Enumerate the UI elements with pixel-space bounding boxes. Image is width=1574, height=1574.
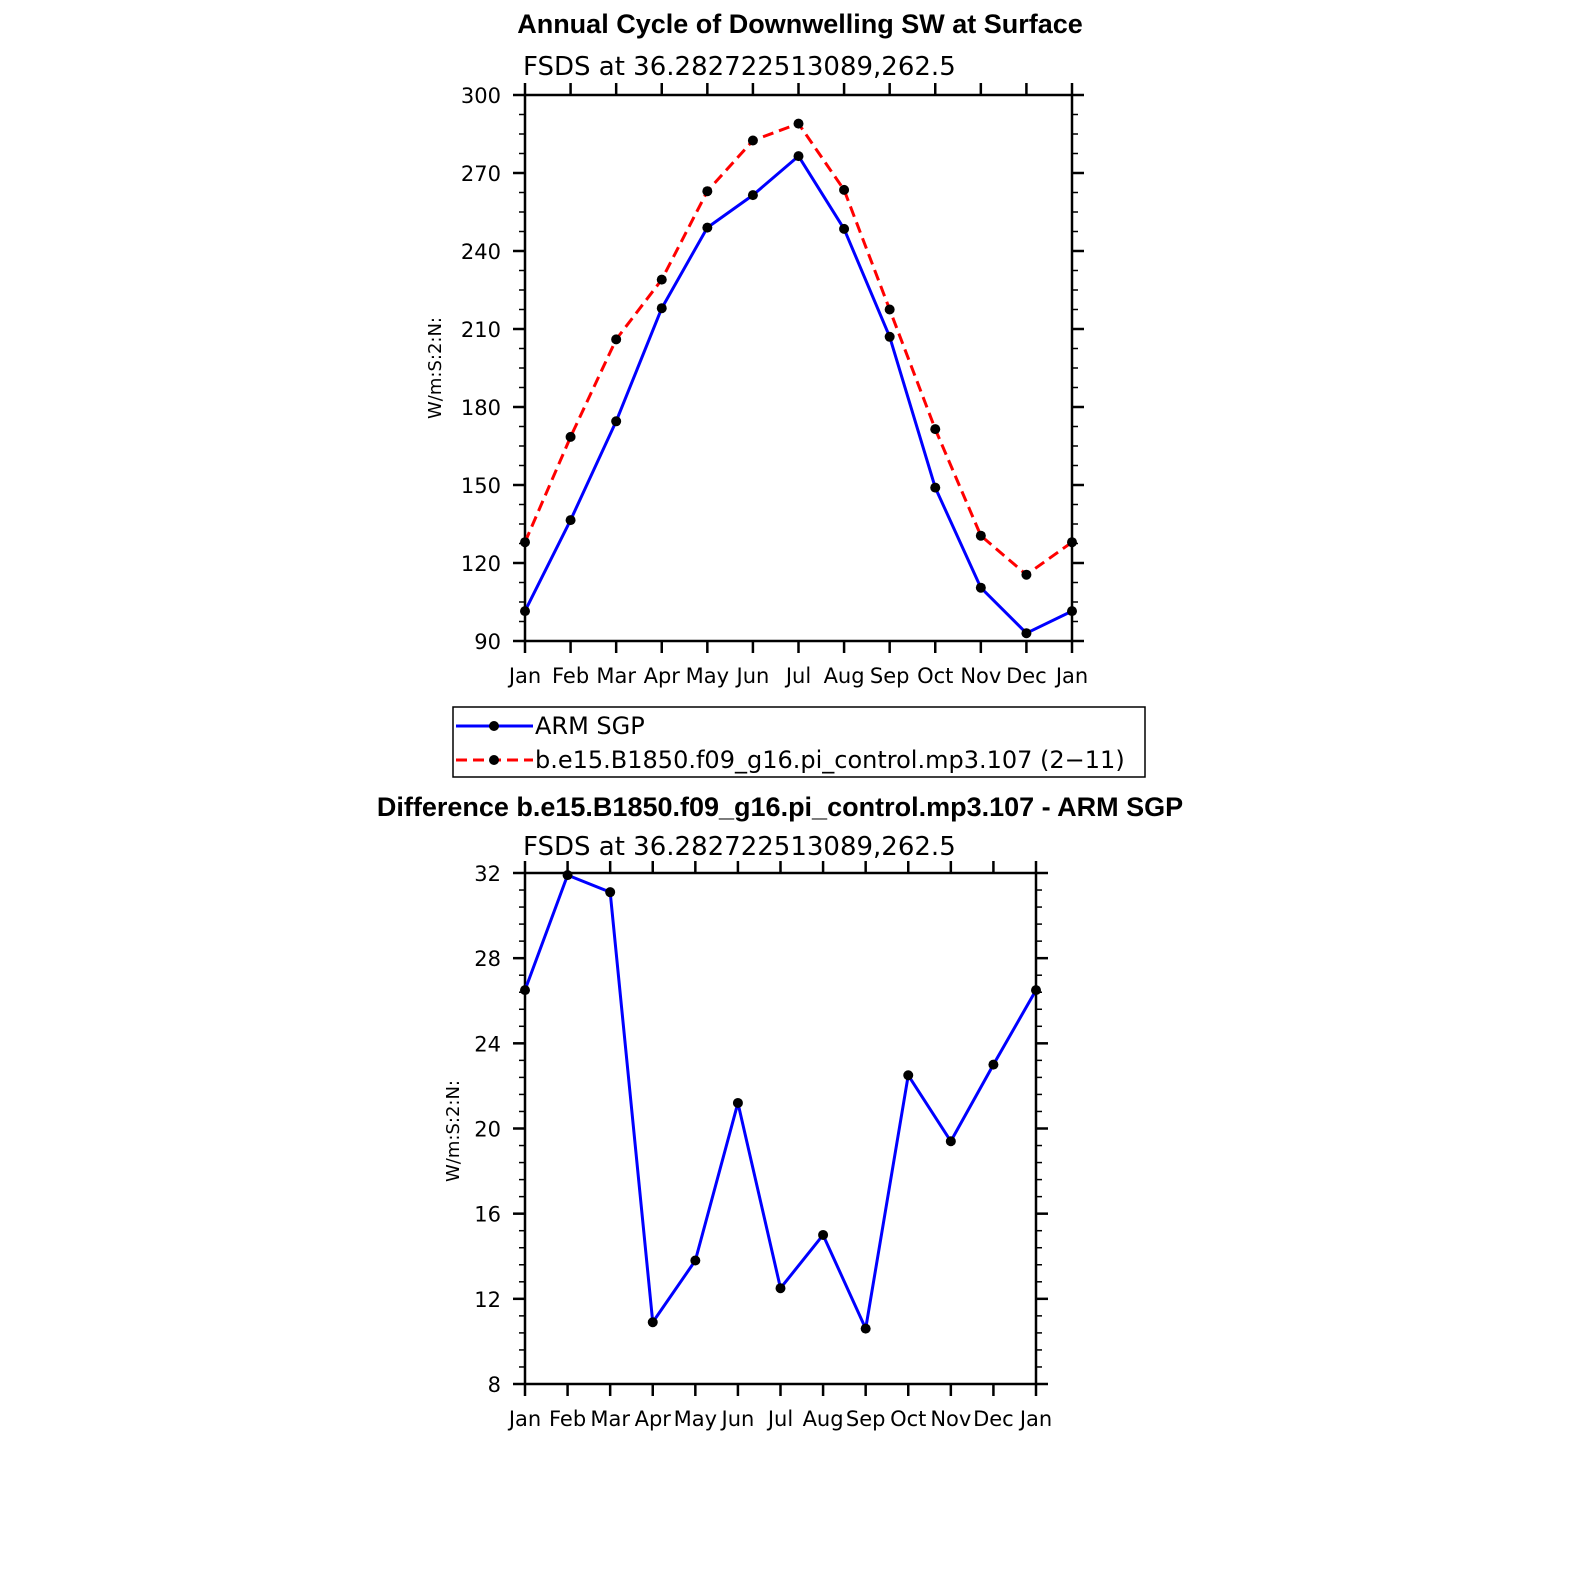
bottom-series-0-point [1031,985,1041,996]
top-series-0-point [520,606,530,617]
top-x-tick-label: Sep [870,664,910,688]
top-y-tick-label: 180 [461,396,501,420]
top-series-0-point [793,151,804,162]
bottom-x-tick-label: Nov [930,1407,971,1431]
bottom-x-tick-label: Mar [590,1407,630,1431]
top-series-1-point [839,184,850,195]
bottom-y-tick-label: 24 [474,1032,501,1056]
top-y-tick-label: 150 [461,474,501,498]
top-x-tick-label: Mar [596,664,636,688]
top-x-tick-label: Jan [1054,664,1088,688]
top-chart-subtitle: FSDS at 36.282722513089,262.5 [523,52,956,82]
bottom-x-tick-label: May [674,1407,717,1431]
top-series-0-point [656,303,667,314]
top-series-1-point [975,530,986,541]
bottom-chart-title: Difference b.e15.B1850.f09_g16.pi_contro… [377,792,1183,822]
bottom-y-tick-label: 8 [488,1373,501,1397]
top-series-1-point [793,118,804,129]
bottom-series-0-point [775,1283,786,1294]
bottom-x-tick-label: Oct [890,1407,926,1431]
top-x-tick-label: May [686,664,729,688]
legend-marker-model [489,755,499,765]
bottom-x-tick-label: Jul [766,1407,793,1431]
top-series-1-point [520,537,530,548]
top-series-0-point [839,223,850,234]
bottom-x-tick-label: Apr [635,1407,672,1431]
top-series-0-point [611,416,622,427]
top-series-0-point [565,515,576,526]
bottom-series-0-point [605,887,616,898]
bottom-series-0-point [818,1229,829,1240]
top-series-0-point [747,190,758,201]
top-series-1-point [884,304,895,315]
bottom-y-tick-label: 16 [474,1203,501,1227]
top-x-tick-label: Feb [552,664,589,688]
bottom-chart: Jan Feb Mar Apr May Jun Jul Aug Sep Oct Nov Dec Jan8… [474,861,1052,1431]
top-series-0-point [930,482,941,493]
bottom-series-0-point [647,1317,658,1328]
top-series-1-point [1021,569,1032,580]
bottom-x-tick-label: Dec [973,1407,1014,1431]
bottom-series-0-point [903,1070,914,1081]
bottom-series-0-point [520,985,530,996]
bottom-series-0-point [562,870,573,881]
top-x-tick-label: Oct [917,664,953,688]
legend: ARM SGP b.e15.B1850.f09_g16.pi_control.m… [452,706,1146,778]
top-series-0-point [1021,628,1032,639]
top-series-0-point [1067,606,1077,617]
top-series-1-point [930,424,941,435]
top-series-0-point [884,331,895,342]
bottom-y-tick-label: 12 [474,1288,501,1312]
bottom-series-0-point [988,1059,999,1070]
top-y-tick-label: 270 [461,162,501,186]
top-series-line-1 [523,122,1073,577]
legend-label-arm-sgp: ARM SGP [535,712,645,740]
bottom-series-0-point [732,1097,743,1108]
top-x-tick-label: Jul [784,664,811,688]
top-x-tick-label: Jun [735,664,770,688]
bottom-x-tick-label: Jan [1018,1407,1052,1431]
bottom-y-tick-label: 20 [474,1118,501,1142]
bottom-series-line-0 [523,873,1038,1331]
legend-marker-arm-sgp [489,721,499,731]
top-y-tick-label: 210 [461,318,501,342]
top-x-tick-label: Jan [507,664,541,688]
bottom-x-tick-label: Jan [507,1407,541,1431]
top-series-1-point [565,431,576,442]
top-series-1-point [1067,537,1077,548]
top-y-tick-label: 240 [461,240,501,264]
top-series-1-point [611,334,622,345]
top-x-tick-label: Apr [644,664,681,688]
legend-box [452,706,1146,778]
bottom-y-tick-label: 32 [474,862,501,886]
top-x-tick-label: Dec [1006,664,1047,688]
bottom-x-tick-label: Aug [803,1407,844,1431]
bottom-chart-subtitle: FSDS at 36.282722513089,262.5 [523,832,956,862]
bottom-series-0-point [860,1323,871,1334]
top-y-tick-label: 120 [461,552,501,576]
top-series-line-0 [523,154,1073,635]
top-x-tick-label: Nov [960,664,1001,688]
bottom-series-0-point [945,1136,956,1147]
bottom-x-tick-label: Sep [846,1407,886,1431]
legend-label-model: b.e15.B1850.f09_g16.pi_control.mp3.107 (… [535,746,1125,774]
top-series-0-point [975,582,986,593]
top-chart: Jan Feb Mar Apr May Jun Jul Aug Sep Oct Nov Dec Jan9… [461,83,1088,688]
bottom-y-tick-label: 28 [474,947,501,971]
bottom-chart-ylabel: W/m:S:2:N: [443,1080,464,1182]
top-plot-frame [523,93,1074,643]
top-x-tick-label: Aug [824,664,865,688]
top-series-0-point [702,222,713,233]
bottom-x-tick-label: Feb [549,1407,586,1431]
top-series-1-point [747,135,758,146]
bottom-x-tick-label: Jun [720,1407,755,1431]
top-chart-ylabel: W/m:S:2:N: [425,317,446,419]
top-y-tick-label: 300 [461,84,501,108]
bottom-series-0-point [690,1255,701,1266]
top-series-1-point [702,186,713,197]
top-chart-title: Annual Cycle of Downwelling SW at Surfac… [517,9,1083,39]
top-series-1-point [656,274,667,285]
top-y-tick-label: 90 [474,630,501,654]
